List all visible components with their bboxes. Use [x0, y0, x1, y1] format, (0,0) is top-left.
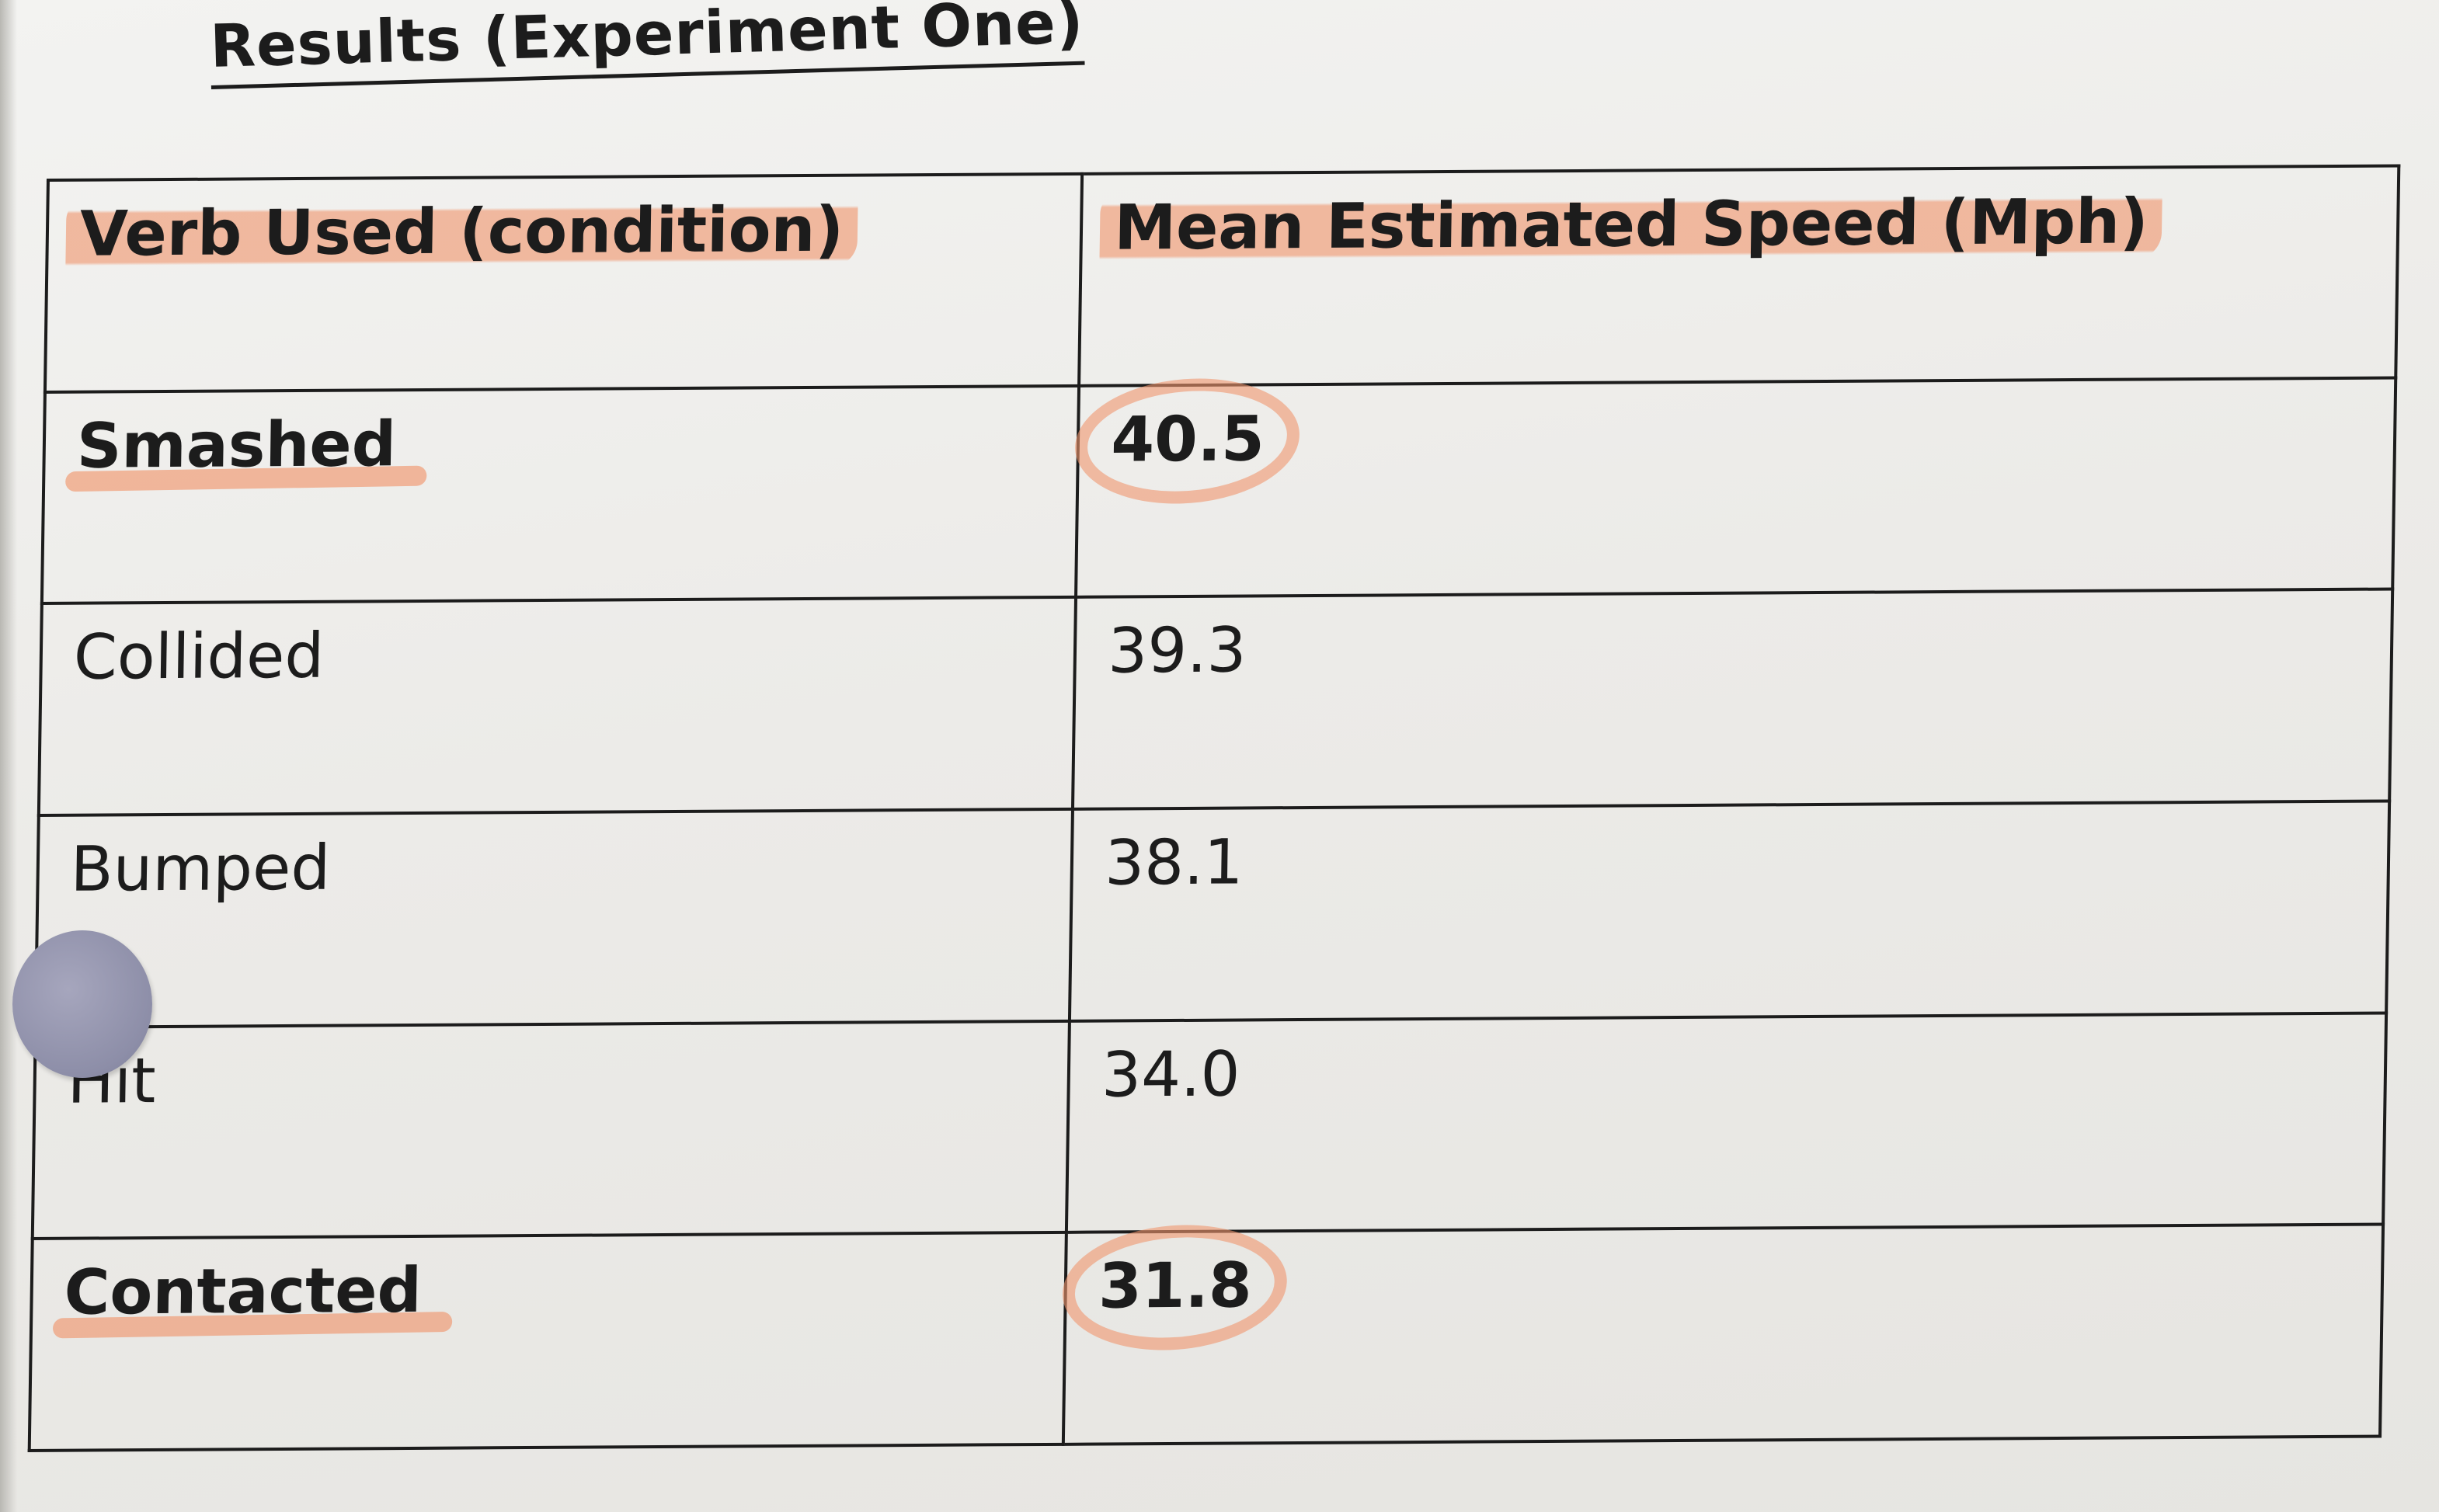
round-sticker-icon	[12, 930, 152, 1078]
speed-value: 31.8	[1098, 1249, 1253, 1323]
speed-value: 38.1	[1104, 826, 1244, 899]
speed-cell: 39.3	[1073, 589, 2393, 809]
header-speed-label: Mean Estimated Speed (Mph)	[1099, 184, 2163, 266]
verb-label: Collided	[73, 620, 325, 694]
results-table: Verb Used (condition) Mean Estimated Spe…	[28, 164, 2401, 1451]
header-verb-label: Verb Used (condition)	[65, 192, 858, 272]
header-verb: Verb Used (condition)	[44, 173, 1083, 392]
speed-cell: 40.5	[1076, 377, 2396, 598]
results-table-container: Verb Used (condition) Mean Estimated Spe…	[28, 164, 2401, 1451]
table-row: Bumped 38.1	[35, 801, 2390, 1027]
table-row: Hit 34.0	[32, 1013, 2387, 1239]
verb-cell: Contacted	[29, 1232, 1067, 1451]
speed-value: 34.0	[1101, 1038, 1241, 1111]
verb-cell: Hit	[32, 1020, 1070, 1239]
speed-value: 39.3	[1107, 613, 1247, 687]
speed-cell: 38.1	[1070, 801, 2390, 1021]
table-header-row: Verb Used (condition) Mean Estimated Spe…	[44, 165, 2399, 392]
table-row: Collided 39.3	[38, 589, 2393, 815]
table-row: Contacted 31.8	[29, 1224, 2384, 1451]
verb-label: Smashed	[76, 407, 397, 482]
page-title: Results (Experiment One)	[209, 0, 1085, 90]
header-speed: Mean Estimated Speed (Mph)	[1079, 165, 2399, 386]
page-edge-shadow	[0, 0, 17, 1512]
table-row: Smashed 40.5	[41, 377, 2396, 604]
verb-cell: Smashed	[41, 385, 1080, 604]
verb-label: Bumped	[70, 831, 331, 905]
speed-cell: 34.0	[1066, 1013, 2387, 1233]
verb-cell: Collided	[38, 597, 1077, 815]
speed-value: 40.5	[1110, 402, 1265, 476]
verb-label: Contacted	[64, 1254, 423, 1329]
verb-cell: Bumped	[35, 808, 1073, 1027]
speed-cell: 31.8	[1063, 1224, 2384, 1444]
